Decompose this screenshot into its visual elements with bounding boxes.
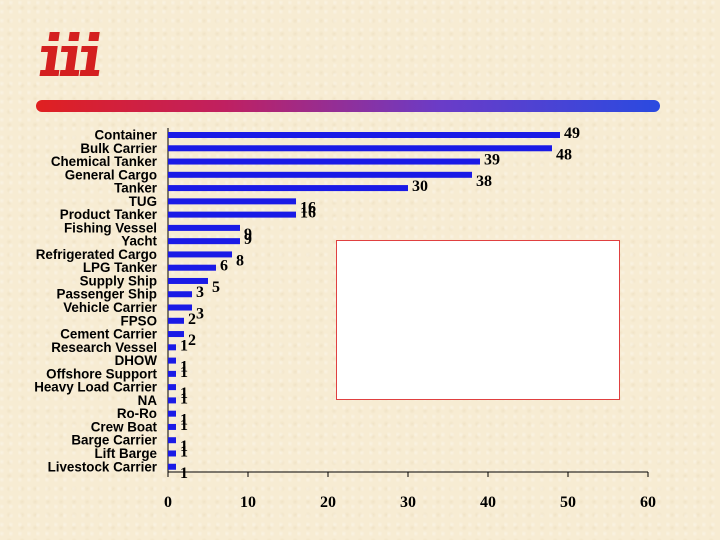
category-label: LPG Tanker: [83, 260, 158, 275]
bar-lpg-tanker: [168, 264, 216, 271]
category-label: Lift Barge: [95, 446, 158, 461]
category-label: TUG: [129, 194, 157, 209]
category-label: Vehicle Carrier: [63, 300, 158, 315]
value-label: 2: [188, 332, 196, 349]
category-label: Crew Boat: [91, 419, 158, 434]
bars-group: [168, 132, 560, 470]
bar-yacht: [168, 238, 240, 245]
category-label: Bulk Carrier: [80, 141, 157, 156]
bar-lift-barge: [168, 450, 176, 457]
bar-offshore-support: [168, 370, 176, 377]
category-label: Barge Carrier: [71, 433, 157, 448]
bar-dhow: [168, 357, 176, 364]
blank-panel: [336, 240, 620, 400]
x-tick-label: 20: [320, 494, 336, 511]
value-label: 1: [180, 385, 188, 402]
category-label: Container: [95, 128, 158, 143]
category-label: FPSO: [121, 313, 157, 328]
value-label: 16: [300, 199, 316, 216]
value-label: 3: [196, 306, 204, 323]
bar-vehicle-carrier: [168, 304, 192, 311]
category-label: Passenger Ship: [57, 287, 157, 302]
bar-tug: [168, 198, 296, 205]
bar-container: [168, 132, 560, 138]
value-label: 38: [476, 173, 492, 190]
bar-crew-boat: [168, 423, 176, 430]
category-label: Cement Carrier: [60, 327, 158, 342]
category-label: Heavy Load Carrier: [34, 380, 158, 395]
bar-product-tanker: [168, 211, 296, 218]
category-label: Chemical Tanker: [51, 154, 158, 169]
value-label: 1: [180, 438, 188, 455]
category-label: Fishing Vessel: [64, 220, 157, 235]
value-label: 1: [180, 359, 188, 376]
value-label: 6: [220, 258, 228, 275]
value-label: 48: [556, 146, 572, 163]
category-label: Tanker: [114, 181, 158, 196]
category-label: Livestock Carrier: [48, 459, 158, 474]
category-label: Product Tanker: [60, 207, 158, 222]
value-label: 3: [196, 284, 204, 301]
category-label: Research Vessel: [51, 340, 157, 355]
value-label: 30: [412, 178, 428, 195]
title-rule: [36, 100, 660, 112]
bar-barge-carrier: [168, 437, 176, 444]
bar-fishing-vessel: [168, 224, 240, 231]
x-tick-label: 0: [164, 494, 172, 511]
bar-bulk-carrier: [168, 145, 552, 152]
value-label: 1: [180, 364, 188, 381]
bar-chemical-tanker: [168, 158, 480, 165]
category-label: Refrigerated Cargo: [36, 247, 157, 262]
x-tick-label: 50: [560, 494, 576, 511]
bar-livestock-carrier: [168, 463, 176, 470]
bar-cement-carrier: [168, 331, 184, 338]
category-label: Yacht: [121, 234, 157, 249]
x-tick-label: 40: [480, 494, 496, 511]
x-tick-label: 30: [400, 494, 416, 511]
bar-heavy-load-carrier: [168, 384, 176, 391]
x-tick-label: 60: [640, 494, 656, 511]
value-label: 1: [180, 465, 188, 482]
bar-supply-ship: [168, 277, 208, 284]
bar-passenger-ship: [168, 291, 192, 298]
category-label: General Cargo: [65, 167, 157, 182]
category-label: Supply Ship: [80, 273, 157, 288]
x-tick-label: 10: [240, 494, 256, 511]
bar-research-vessel: [168, 344, 176, 351]
bar-na: [168, 397, 176, 404]
category-label: DHOW: [115, 353, 158, 368]
category-label: Ro-Ro: [117, 406, 157, 421]
value-label: 39: [484, 152, 500, 169]
value-label: 1: [180, 390, 188, 407]
bar-fpso: [168, 317, 184, 324]
value-label: 8: [236, 252, 244, 269]
value-label: 1: [180, 412, 188, 429]
value-label: 9: [244, 226, 252, 243]
category-label: NA: [138, 393, 158, 408]
value-label: 49: [564, 125, 580, 142]
value-label: 1: [180, 443, 188, 460]
iii-logo: [39, 32, 100, 76]
value-label: 1: [180, 337, 188, 354]
bar-ro-ro: [168, 410, 176, 417]
value-label: 2: [188, 311, 196, 328]
x-ticks: 0 10 20 30 40 50 60: [164, 472, 656, 511]
value-label: 9: [244, 231, 252, 248]
bar-general-cargo: [168, 171, 472, 178]
value-label: 16: [300, 205, 316, 222]
bar-tanker: [168, 185, 408, 192]
bar-refrigerated-cargo: [168, 251, 232, 258]
value-label: 5: [212, 279, 220, 296]
category-label: Offshore Support: [46, 366, 157, 381]
value-label: 1: [180, 417, 188, 434]
